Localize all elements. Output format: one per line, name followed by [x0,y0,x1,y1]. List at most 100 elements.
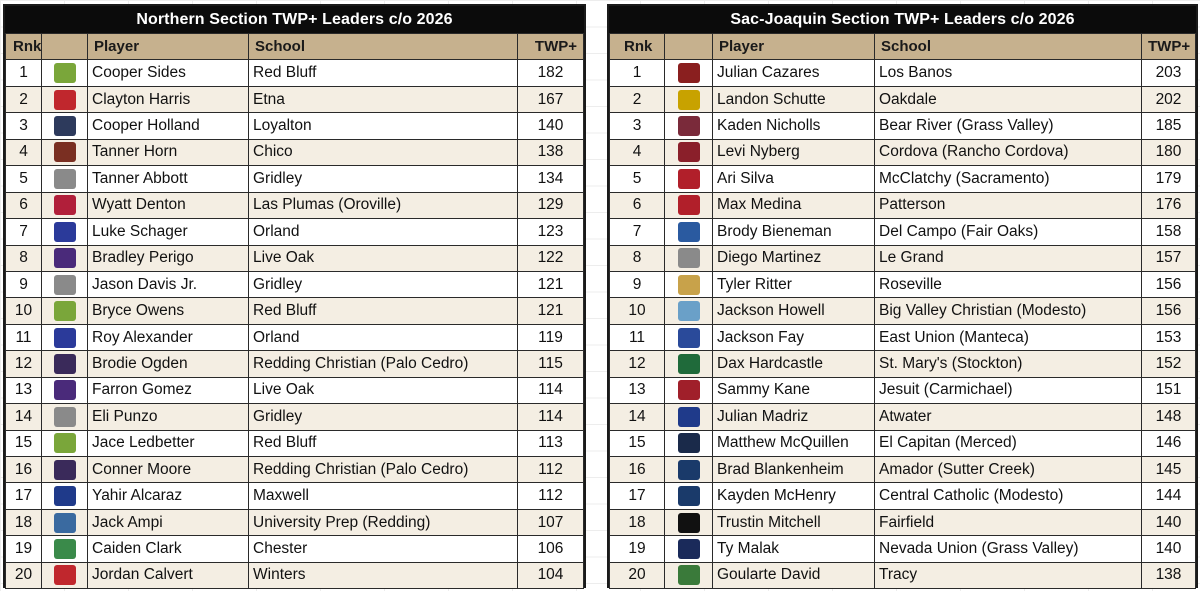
logo-cell [664,429,713,458]
lancer-icon [677,142,700,163]
rank-cell: 17 [5,482,42,510]
twp-cell: 104 [517,561,584,590]
table-row: 4 Levi Nyberg Cordova (Rancho Cordova) 180 [609,138,1196,167]
logo-cell [664,270,713,299]
twp-cell: 180 [1141,138,1196,167]
leaders-table: Rnk Player School TWP+ 1 Cooper Sides Red … [5,32,584,590]
logo-cell [41,59,88,87]
player-cell: Dax Hardcastle [712,350,875,378]
school-cell: Redding Christian (Palo Cedro) [248,350,518,378]
school-cell: Cordova (Rancho Cordova) [874,138,1142,167]
table-row: 4 Tanner Horn Chico 138 [5,138,584,167]
school-cell: Red Bluff [248,59,518,87]
player-cell: Julian Madriz [712,403,875,431]
letter-o-icon [53,221,76,242]
col-rank-header: Rnk [5,32,42,61]
col-rank-header: Rnk [609,32,665,61]
rank-cell: 11 [609,323,665,352]
twp-cell: 114 [517,403,584,431]
player-cell: Brody Bieneman [712,218,875,246]
twp-cell: 113 [517,429,584,458]
table-row: 11 Roy Alexander Orland 119 [5,323,584,352]
table-row: 14 Julian Madriz Atwater 148 [609,403,1196,431]
rank-cell: 8 [609,244,665,272]
logo-cell [664,455,713,484]
school-cell: Amador (Sutter Creek) [874,455,1142,484]
rank-cell: 15 [5,429,42,458]
table-row: 19 Ty Malak Nevada Union (Grass Valley) 140 [609,535,1196,563]
mustang-icon [677,89,700,110]
school-cell: Patterson [874,191,1142,220]
rank-cell: 19 [609,535,665,563]
table-row: 20 Goularte David Tracy 138 [609,561,1196,590]
school-cell: Gridley [248,270,518,299]
leaders-table: Rnk Player School TWP+ 1 Julian Cazares Lo… [609,32,1196,590]
table-row: 3 Kaden Nicholls Bear River (Grass Valley)… [609,112,1196,140]
player-cell: Jason Davis Jr. [87,270,249,299]
rank-cell: 19 [5,535,42,563]
table-row: 15 Jace Ledbetter Red Bluff 113 [5,429,584,458]
twp-cell: 121 [517,297,584,325]
table-row: 1 Julian Cazares Los Banos 203 [609,59,1196,87]
table-row: 6 Max Medina Patterson 176 [609,191,1196,220]
lancer-icon [677,327,700,348]
rank-cell: 1 [5,59,42,87]
school-cell: Etna [248,85,518,114]
spartan-helmet-icon [53,301,76,322]
school-cell: Big Valley Christian (Modesto) [874,297,1142,325]
logo-cell [664,376,713,405]
twp-cell: 121 [517,270,584,299]
warrior-w-icon [53,565,76,586]
twp-cell: 157 [1141,244,1196,272]
br-monogram-icon [677,116,700,137]
twp-cell: 203 [1141,59,1196,87]
twp-cell: 122 [517,244,584,272]
logo-cell [664,403,713,431]
spartan-helmet-icon [53,433,76,454]
col-school-header: School [248,32,518,61]
table-row: 9 Jason Davis Jr. Gridley 121 [5,270,584,299]
player-cell: Tanner Abbott [87,165,249,193]
school-cell: Central Catholic (Modesto) [874,482,1142,510]
twp-cell: 167 [517,85,584,114]
twp-cell: 107 [517,508,584,537]
player-cell: Jack Ampi [87,508,249,537]
table-body: 1 Cooper Sides Red Bluff 182 2 Clayton Harris… [5,59,584,590]
thunderbird-icon [53,195,76,216]
logo-cell [41,535,88,563]
rank-cell: 5 [5,165,42,193]
logo-cell [41,561,88,590]
col-twp-header: TWP+ [517,32,584,61]
lion-icon [53,248,76,269]
logo-cell [41,508,88,537]
twp-cell: 153 [1141,323,1196,352]
logo-cell [41,376,88,405]
tiger-icon [677,274,700,295]
school-cell: Las Plumas (Oroville) [248,191,518,220]
col-logo-header [41,32,88,61]
cc-monogram-icon [677,486,700,507]
lion-icon [677,301,700,322]
logo-cell [664,59,713,87]
player-cell: Jackson Howell [712,297,875,325]
lion-icon [53,89,76,110]
twp-cell: 106 [517,535,584,563]
twp-cell: 119 [517,323,584,352]
table-row: 8 Diego Martinez Le Grand 157 [609,244,1196,272]
twp-cell: 144 [1141,482,1196,510]
table-row: 3 Cooper Holland Loyalton 140 [5,112,584,140]
logo-cell [41,403,88,431]
player-cell: Cooper Holland [87,112,249,140]
school-cell: East Union (Manteca) [874,323,1142,352]
school-cell: University Prep (Redding) [248,508,518,537]
logo-cell [664,165,713,193]
twp-cell: 114 [517,376,584,405]
twp-cell: 182 [517,59,584,87]
rank-cell: 12 [609,350,665,378]
player-cell: Clayton Harris [87,85,249,114]
table-row: 17 Yahir Alcaraz Maxwell 112 [5,482,584,510]
rank-cell: 1 [609,59,665,87]
logo-cell [664,218,713,246]
falcon-icon [677,512,700,533]
logo-cell [41,85,88,114]
